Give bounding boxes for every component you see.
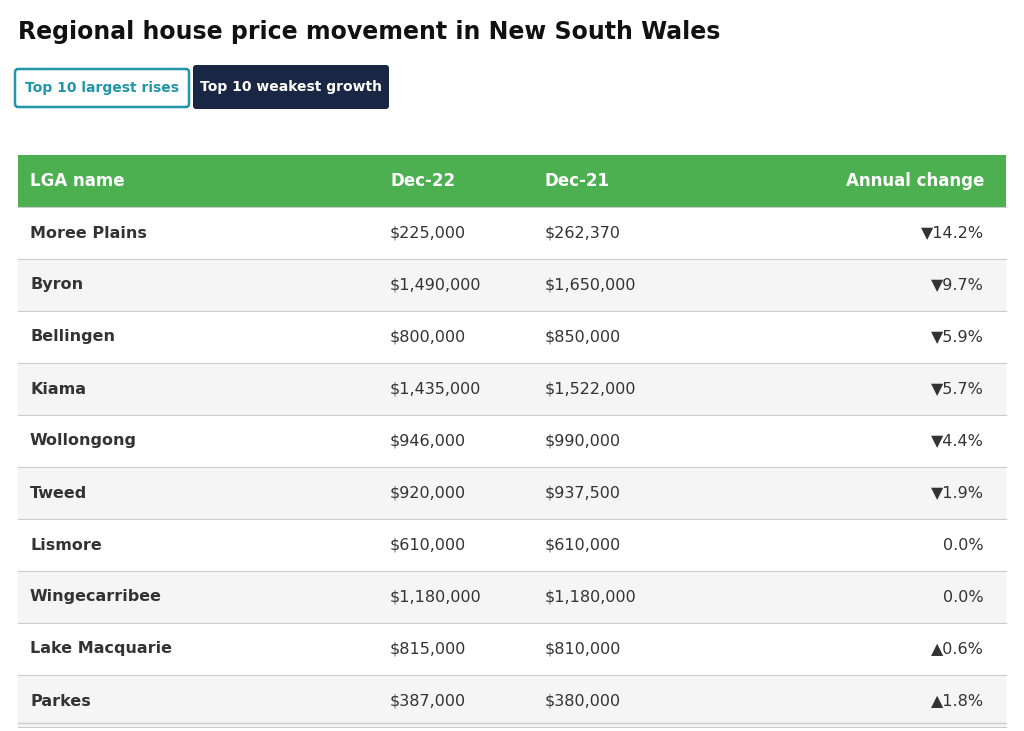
Text: Moree Plains: Moree Plains xyxy=(30,225,146,240)
Text: Regional house price movement in New South Wales: Regional house price movement in New Sou… xyxy=(18,20,720,44)
Text: 0.0%: 0.0% xyxy=(943,589,984,605)
FancyBboxPatch shape xyxy=(18,571,1006,623)
Text: ▲0.6%: ▲0.6% xyxy=(931,642,984,656)
Text: ▼4.4%: ▼4.4% xyxy=(931,433,984,449)
FancyBboxPatch shape xyxy=(18,415,1006,467)
Text: Annual change: Annual change xyxy=(846,172,984,190)
Text: ▼5.9%: ▼5.9% xyxy=(931,330,984,344)
Text: Parkes: Parkes xyxy=(30,694,91,708)
Text: Top 10 largest rises: Top 10 largest rises xyxy=(25,81,179,95)
Text: Lake Macquarie: Lake Macquarie xyxy=(30,642,172,656)
Text: $815,000: $815,000 xyxy=(390,642,466,656)
Text: Wollongong: Wollongong xyxy=(30,433,137,449)
Text: Dec-22: Dec-22 xyxy=(390,172,455,190)
FancyBboxPatch shape xyxy=(18,467,1006,519)
Text: Lismore: Lismore xyxy=(30,537,101,553)
Text: $1,180,000: $1,180,000 xyxy=(390,589,481,605)
FancyBboxPatch shape xyxy=(18,363,1006,415)
FancyBboxPatch shape xyxy=(18,155,1006,207)
FancyBboxPatch shape xyxy=(15,69,189,107)
FancyBboxPatch shape xyxy=(18,207,1006,259)
FancyBboxPatch shape xyxy=(18,311,1006,363)
Text: Byron: Byron xyxy=(30,278,83,292)
FancyBboxPatch shape xyxy=(18,623,1006,675)
Text: $1,650,000: $1,650,000 xyxy=(545,278,637,292)
Text: Wingecarribee: Wingecarribee xyxy=(30,589,162,605)
Text: $1,180,000: $1,180,000 xyxy=(545,589,637,605)
Text: $937,500: $937,500 xyxy=(545,485,621,501)
Text: $1,522,000: $1,522,000 xyxy=(545,382,637,396)
Text: $262,370: $262,370 xyxy=(545,225,621,240)
FancyBboxPatch shape xyxy=(18,259,1006,311)
Text: 0.0%: 0.0% xyxy=(943,537,984,553)
Text: ▼5.7%: ▼5.7% xyxy=(931,382,984,396)
Text: $850,000: $850,000 xyxy=(545,330,622,344)
Text: LGA name: LGA name xyxy=(30,172,125,190)
Text: $1,435,000: $1,435,000 xyxy=(390,382,481,396)
FancyBboxPatch shape xyxy=(193,65,389,109)
Text: Top 10 weakest growth: Top 10 weakest growth xyxy=(200,80,382,94)
Text: Dec-21: Dec-21 xyxy=(545,172,610,190)
Text: $610,000: $610,000 xyxy=(390,537,466,553)
Text: $810,000: $810,000 xyxy=(545,642,622,656)
Text: $380,000: $380,000 xyxy=(545,694,622,708)
Text: $387,000: $387,000 xyxy=(390,694,466,708)
Text: ▼14.2%: ▼14.2% xyxy=(921,225,984,240)
Text: $990,000: $990,000 xyxy=(545,433,622,449)
Text: ▲1.8%: ▲1.8% xyxy=(931,694,984,708)
FancyBboxPatch shape xyxy=(18,675,1006,727)
Text: Kiama: Kiama xyxy=(30,382,86,396)
Text: ▼9.7%: ▼9.7% xyxy=(931,278,984,292)
Text: $920,000: $920,000 xyxy=(390,485,466,501)
Text: $1,490,000: $1,490,000 xyxy=(390,278,481,292)
Text: Bellingen: Bellingen xyxy=(30,330,115,344)
FancyBboxPatch shape xyxy=(18,519,1006,571)
Text: $800,000: $800,000 xyxy=(390,330,466,344)
Text: $225,000: $225,000 xyxy=(390,225,466,240)
Text: $610,000: $610,000 xyxy=(545,537,622,553)
Text: $946,000: $946,000 xyxy=(390,433,466,449)
Text: ▼1.9%: ▼1.9% xyxy=(931,485,984,501)
Text: Tweed: Tweed xyxy=(30,485,87,501)
